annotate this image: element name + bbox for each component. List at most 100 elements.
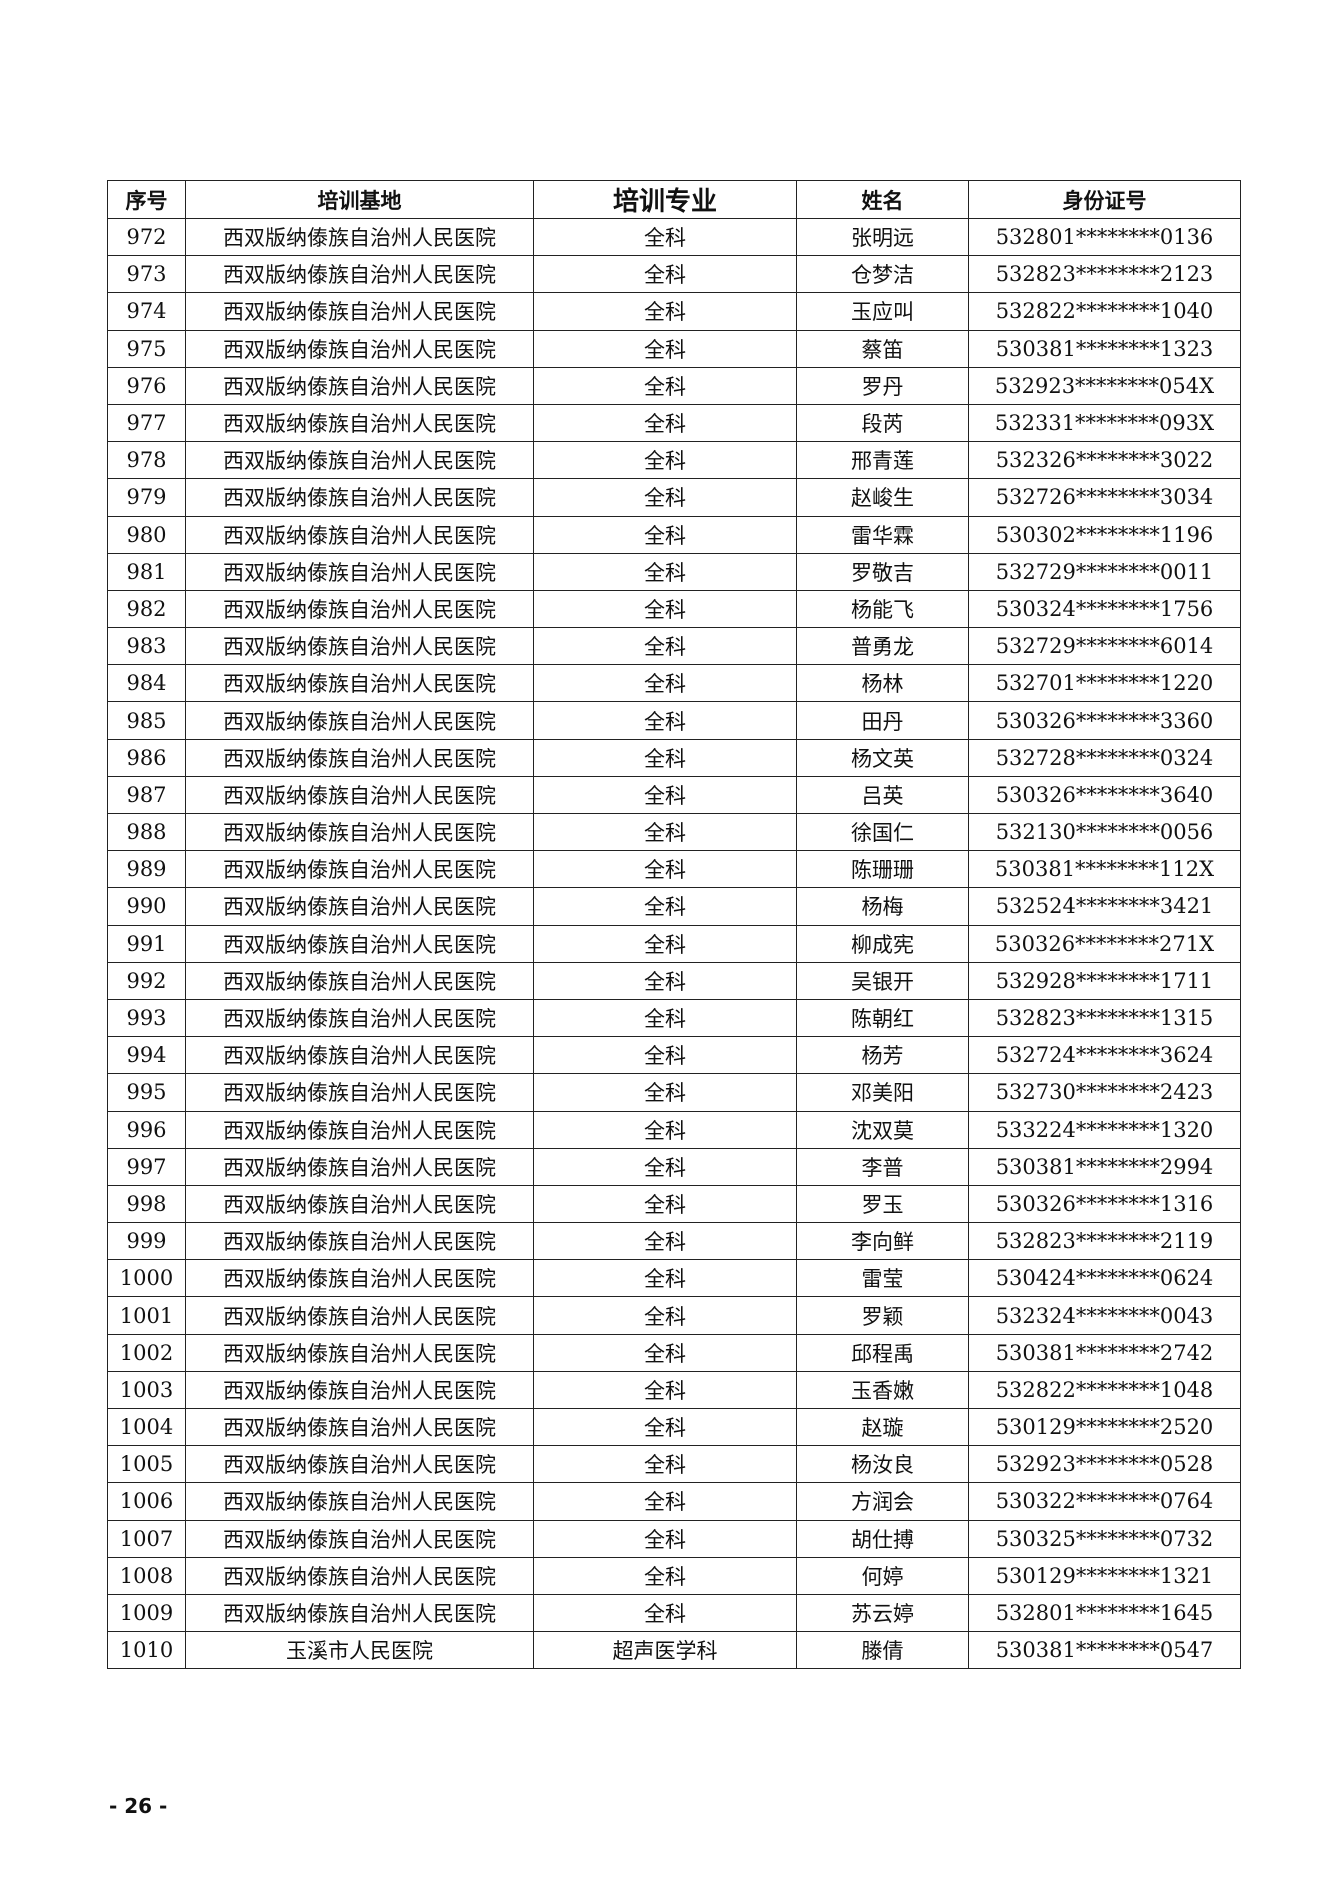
cell-id: 530129********1321 [968, 1556, 1241, 1595]
table-row: 984 西双版纳傣族自治州人民医院 全科 杨林 532701********1220 [107, 664, 1241, 703]
table-row: 974 西双版纳傣族自治州人民医院 全科 玉应叫 532822********1040 [107, 292, 1241, 331]
cell-index: 993 [107, 998, 186, 1038]
cell-index: 983 [107, 627, 186, 666]
cell-specialty: 全科 [533, 1556, 797, 1595]
cell-id: 532728********0324 [968, 738, 1241, 777]
cell-base: 西双版纳傣族自治州人民医院 [185, 217, 534, 257]
table-row: 998 西双版纳傣族自治州人民医院 全科 罗玉 530326********1316 [107, 1184, 1241, 1224]
cell-index: 978 [107, 441, 186, 480]
cell-id: 530129********2520 [968, 1407, 1241, 1447]
cell-name: 滕倩 [796, 1631, 969, 1670]
cell-index: 1005 [107, 1445, 186, 1484]
cell-specialty: 超声医学科 [533, 1631, 797, 1670]
table-row: 994 西双版纳傣族自治州人民医院 全科 杨芳 532724********3624 [107, 1036, 1241, 1075]
table-row: 981 西双版纳傣族自治州人民医院 全科 罗敬吉 532729********0011 [107, 552, 1241, 591]
cell-index: 990 [107, 887, 186, 926]
table-row: 979 西双版纳傣族自治州人民医院 全科 赵峻生 532726********3034 [107, 478, 1241, 517]
cell-name: 杨梅 [796, 887, 969, 926]
cell-base: 西双版纳傣族自治州人民医院 [185, 924, 534, 963]
cell-name: 吕英 [796, 775, 969, 815]
cell-specialty: 全科 [533, 775, 797, 815]
cell-specialty: 全科 [533, 738, 797, 777]
cell-index: 998 [107, 1184, 186, 1224]
table-row: 991 西双版纳傣族自治州人民医院 全科 柳成宪 530326********271X [107, 924, 1241, 963]
cell-specialty: 全科 [533, 701, 797, 740]
table-row: 988 西双版纳傣族自治州人民医院 全科 徐国仁 532130********0056 [107, 812, 1241, 852]
cell-id: 530322********0764 [968, 1482, 1241, 1521]
cell-specialty: 全科 [533, 1073, 797, 1112]
table-row: 1003 西双版纳傣族自治州人民医院 全科 玉香嫩 532822********1048 [107, 1370, 1241, 1410]
table-row: 997 西双版纳傣族自治州人民医院 全科 李普 530381********2994 [107, 1147, 1241, 1186]
table-row: 1005 西双版纳傣族自治州人民医院 全科 杨汝良 532923********0528 [107, 1445, 1241, 1484]
table-row: 1007 西双版纳傣族自治州人民医院 全科 胡仕搏 530325********0732 [107, 1519, 1241, 1558]
cell-index: 1008 [107, 1556, 186, 1595]
cell-base: 西双版纳傣族自治州人民医院 [185, 1482, 534, 1521]
cell-name: 玉香嫩 [796, 1370, 969, 1410]
cell-id: 532324********0043 [968, 1296, 1241, 1335]
cell-index: 986 [107, 738, 186, 777]
cell-specialty: 全科 [533, 1147, 797, 1186]
table-row: 1010 玉溪市人民医院 超声医学科 滕倩 530381********0547 [107, 1631, 1241, 1670]
cell-name: 邢青莲 [796, 441, 969, 480]
cell-name: 苏云婷 [796, 1593, 969, 1633]
cell-index: 973 [107, 255, 186, 294]
table-row: 972 西双版纳傣族自治州人民医院 全科 张明远 532801********0136 [107, 217, 1241, 257]
cell-index: 1004 [107, 1407, 186, 1447]
cell-index: 992 [107, 961, 186, 1000]
cell-index: 1010 [107, 1631, 186, 1670]
cell-id: 532928********1711 [968, 961, 1241, 1000]
cell-specialty: 全科 [533, 478, 797, 517]
cell-specialty: 全科 [533, 664, 797, 703]
cell-name: 普勇龙 [796, 627, 969, 666]
cell-id: 530381********0547 [968, 1631, 1241, 1670]
table-row: 980 西双版纳傣族自治州人民医院 全科 雷华霖 530302********1196 [107, 515, 1241, 554]
table-row: 990 西双版纳傣族自治州人民医院 全科 杨梅 532524********3421 [107, 887, 1241, 926]
table-row: 996 西双版纳傣族自治州人民医院 全科 沈双莫 533224********1320 [107, 1110, 1241, 1149]
cell-name: 蔡笛 [796, 329, 969, 368]
cell-id: 530326********271X [968, 924, 1241, 963]
table-row: 995 西双版纳傣族自治州人民医院 全科 邓美阳 532730********2423 [107, 1073, 1241, 1112]
cell-name: 玉应叫 [796, 292, 969, 331]
cell-base: 西双版纳傣族自治州人民医院 [185, 1556, 534, 1595]
cell-base: 西双版纳傣族自治州人民医院 [185, 1222, 534, 1261]
cell-specialty: 全科 [533, 1184, 797, 1224]
table-row: 1001 西双版纳傣族自治州人民医院 全科 罗颖 532324********0043 [107, 1296, 1241, 1335]
cell-specialty: 全科 [533, 552, 797, 591]
cell-id: 532823********2119 [968, 1222, 1241, 1261]
cell-base: 西双版纳傣族自治州人民医院 [185, 850, 534, 889]
cell-specialty: 全科 [533, 1407, 797, 1447]
cell-index: 994 [107, 1036, 186, 1075]
table-row: 1008 西双版纳傣族自治州人民医院 全科 何婷 530129********1321 [107, 1556, 1241, 1595]
cell-base: 西双版纳傣族自治州人民医院 [185, 1407, 534, 1447]
cell-name: 杨文英 [796, 738, 969, 777]
cell-name: 杨林 [796, 664, 969, 703]
cell-specialty: 全科 [533, 887, 797, 926]
table-row: 1000 西双版纳傣族自治州人民医院 全科 雷莹 530424********0624 [107, 1259, 1241, 1298]
cell-name: 杨芳 [796, 1036, 969, 1075]
cell-id: 530302********1196 [968, 515, 1241, 554]
cell-name: 罗敬吉 [796, 552, 969, 591]
cell-index: 1001 [107, 1296, 186, 1335]
cell-base: 西双版纳傣族自治州人民医院 [185, 998, 534, 1038]
cell-base: 玉溪市人民医院 [185, 1631, 534, 1670]
table-row: 989 西双版纳傣族自治州人民医院 全科 陈珊珊 530381********112X [107, 850, 1241, 889]
cell-base: 西双版纳傣族自治州人民医院 [185, 478, 534, 517]
cell-index: 1007 [107, 1519, 186, 1558]
cell-name: 罗玉 [796, 1184, 969, 1224]
table-row: 982 西双版纳傣族自治州人民医院 全科 杨能飞 530324********1756 [107, 589, 1241, 629]
cell-specialty: 全科 [533, 1036, 797, 1075]
cell-name: 邓美阳 [796, 1073, 969, 1112]
cell-name: 沈双莫 [796, 1110, 969, 1149]
cell-base: 西双版纳傣族自治州人民医院 [185, 961, 534, 1000]
cell-base: 西双版纳傣族自治州人民医院 [185, 1370, 534, 1410]
cell-name: 徐国仁 [796, 812, 969, 852]
cell-id: 530326********3360 [968, 701, 1241, 740]
cell-base: 西双版纳傣族自治州人民医院 [185, 552, 534, 591]
cell-id: 532729********0011 [968, 552, 1241, 591]
cell-base: 西双版纳傣族自治州人民医院 [185, 255, 534, 294]
cell-index: 999 [107, 1222, 186, 1261]
cell-specialty: 全科 [533, 292, 797, 331]
cell-id: 530424********0624 [968, 1259, 1241, 1298]
cell-id: 532923********054X [968, 366, 1241, 405]
header-base: 培训基地 [185, 180, 534, 219]
